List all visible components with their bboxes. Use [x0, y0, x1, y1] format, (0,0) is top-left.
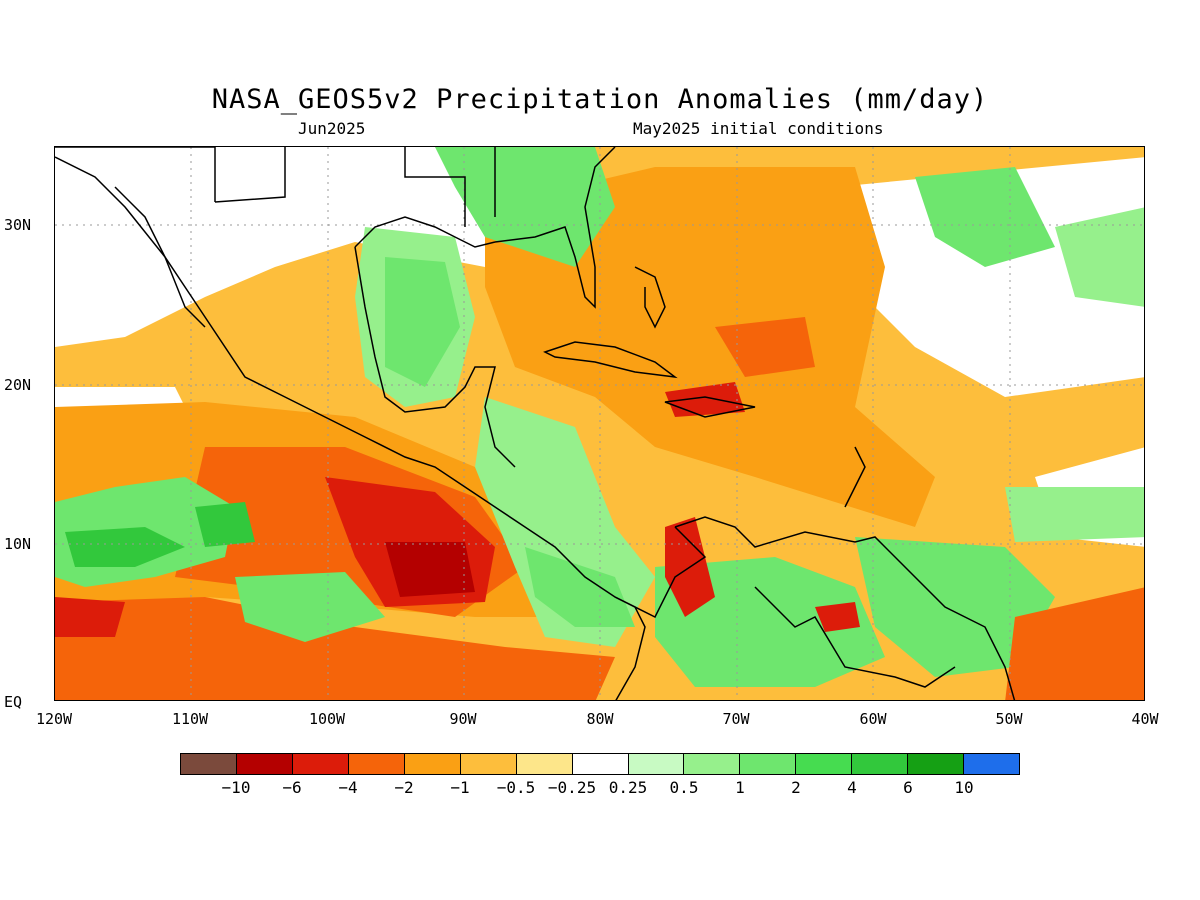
wet-pacific-core-2	[195, 502, 255, 547]
grid-lines	[55, 147, 1144, 700]
wet-pacific-west-core	[65, 527, 185, 567]
colorbar-swatch	[292, 754, 349, 774]
dry-caribbean	[485, 167, 935, 527]
lon-label-70w: 70W	[722, 710, 750, 728]
colorbar-label: −0.5	[496, 778, 536, 797]
wet-guianas	[855, 537, 1055, 677]
colorbar-swatch	[572, 754, 629, 774]
lat-label-10n: 10N	[4, 535, 32, 553]
colorbar-swatch	[236, 754, 293, 774]
lat-label-30n: 30N	[4, 216, 32, 234]
colorbar-swatch	[628, 754, 685, 774]
colorbar-swatch	[460, 754, 517, 774]
colorbar	[180, 753, 1020, 775]
colorbar-swatch	[964, 754, 1020, 774]
dry-equatorial	[55, 597, 615, 700]
colorbar-swatch	[684, 754, 741, 774]
colorbar-swatch	[796, 754, 853, 774]
colorbar-swatch	[348, 754, 405, 774]
forecast-month: Jun2025	[298, 119, 366, 138]
anomaly-map	[55, 147, 1144, 700]
lon-label-50w: 50W	[995, 710, 1023, 728]
colorbar-swatch	[852, 754, 909, 774]
lon-label-110w: 110W	[171, 710, 209, 728]
colorbar-label: 4	[847, 778, 857, 797]
colorbar-label: −4	[338, 778, 358, 797]
wet-atlantic-north-2	[1055, 207, 1144, 307]
lon-label-90w: 90W	[449, 710, 477, 728]
colorbar-label: 6	[903, 778, 913, 797]
neutral-north-east	[835, 157, 1144, 397]
wet-atlantic-east	[1005, 487, 1144, 542]
colorbar-label: 10	[954, 778, 974, 797]
colorbar-label: −6	[282, 778, 302, 797]
colorbar-label: −10	[221, 778, 251, 797]
wet-southeast-us	[435, 147, 615, 267]
map-panel	[54, 146, 1145, 701]
coastlines	[55, 147, 1016, 700]
wet-gulf-core	[385, 257, 460, 387]
dry-hispaniola	[665, 382, 745, 417]
colorbar-label: −2	[394, 778, 414, 797]
colorbar-swatch	[404, 754, 461, 774]
colorbar-swatch	[908, 754, 965, 774]
wet-atlantic-north	[915, 167, 1055, 267]
colorbar-label: 0.5	[669, 778, 699, 797]
colorbar-swatch	[516, 754, 573, 774]
map-title: NASA_GEOS5v2 Precipitation Anomalies (mm…	[211, 84, 989, 115]
neutral-north-west	[55, 147, 485, 347]
lon-label-80w: 80W	[586, 710, 614, 728]
dry-venezuela	[815, 602, 860, 632]
initial-conditions: May2025 initial conditions	[633, 119, 884, 138]
wet-pacific-south	[235, 572, 385, 642]
lon-label-60w: 60W	[859, 710, 887, 728]
dry-core-atlantic	[715, 317, 815, 377]
lat-label-eq: EQ	[4, 693, 23, 711]
colorbar-label: 2	[791, 778, 801, 797]
colorbar-label: 1	[735, 778, 745, 797]
colorbar-swatch	[181, 754, 237, 774]
lon-label-40w: 40W	[1131, 710, 1159, 728]
lat-label-20n: 20N	[4, 376, 32, 394]
colorbar-label: −1	[450, 778, 470, 797]
wet-panama	[525, 547, 635, 627]
colorbar-label: 0.25	[608, 778, 648, 797]
colorbar-swatch	[740, 754, 797, 774]
dry-pacific-max	[385, 542, 475, 597]
dry-brazil-coast	[1005, 587, 1144, 700]
dry-equatorial-west	[55, 597, 125, 637]
colorbar-label: −0.25	[547, 778, 597, 797]
lon-label-120w: 120W	[35, 710, 73, 728]
lon-label-100w: 100W	[308, 710, 346, 728]
